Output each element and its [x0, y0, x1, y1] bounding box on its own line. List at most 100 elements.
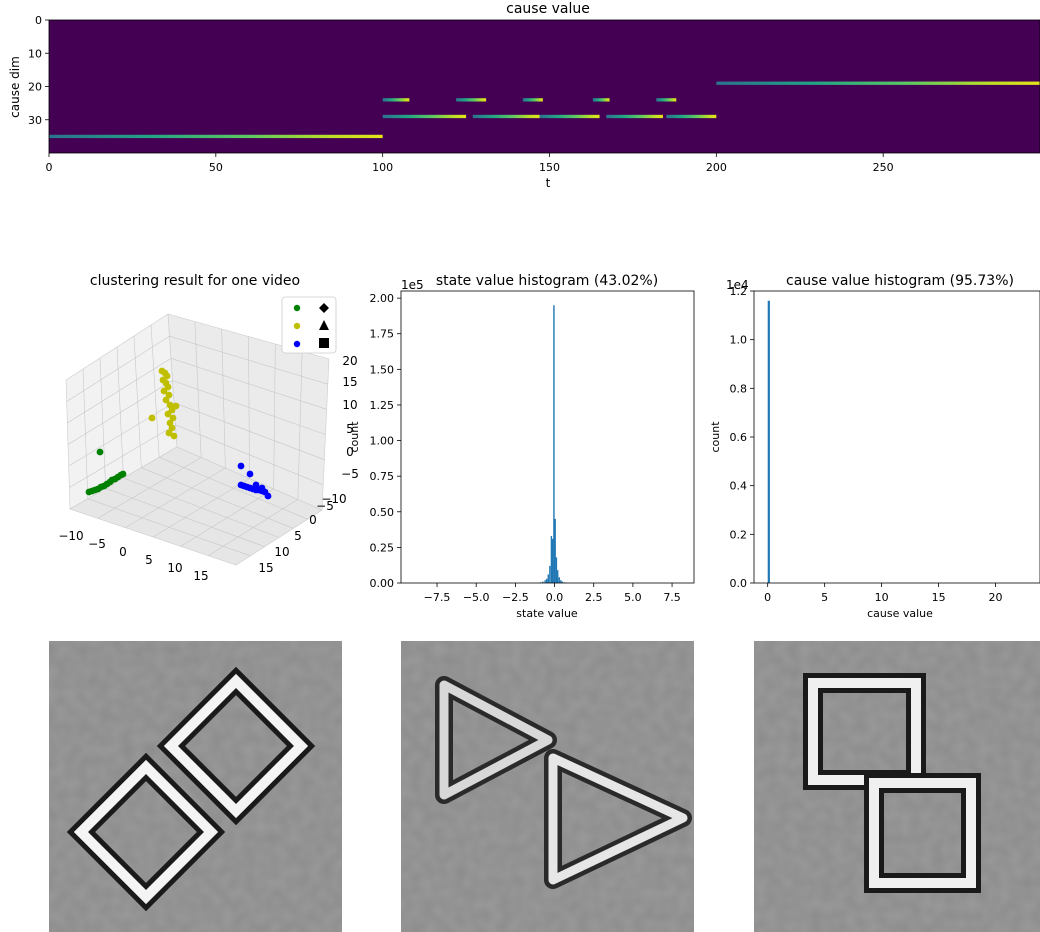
legend-diamond-marker — [319, 303, 329, 313]
heatmap-cell-7 — [472, 114, 540, 119]
scatter-point — [246, 470, 254, 478]
histogram-bar — [553, 305, 555, 583]
ytick-label: 1.2 — [730, 285, 748, 298]
scatter-xtick-label: 15 — [193, 569, 208, 583]
ytick-label: 0.25 — [370, 541, 395, 554]
scatter-point — [164, 410, 172, 418]
xtick-label: 5 — [821, 591, 828, 604]
heatmap-cell-11 — [716, 81, 1040, 85]
xtick-label: −7.5 — [424, 591, 451, 604]
heatmap-cell-0 — [49, 134, 383, 139]
ytick-label: 0.50 — [370, 506, 395, 519]
two-squares-image — [754, 641, 1040, 932]
scatter-ytick-label: 10 — [274, 545, 289, 559]
heatmap-cell-5 — [656, 98, 677, 102]
scatter-point — [160, 387, 168, 395]
scatter-ztick-label: 5 — [346, 422, 354, 436]
state-hist-title: state value histogram (43.02%) — [436, 273, 658, 289]
two-diamonds-image — [49, 641, 342, 932]
cause-hist-title: cause value histogram (95.73%) — [786, 273, 1014, 289]
heatmap-cell-6 — [382, 114, 467, 119]
scatter-xtick-label: 0 — [119, 545, 127, 559]
scatter-point — [264, 492, 272, 500]
legend-green-dot — [293, 304, 301, 312]
ytick-label: 0.75 — [370, 470, 395, 483]
xtick-label: 7.5 — [663, 591, 681, 604]
histogram-bar — [542, 581, 544, 583]
cause-hist-ylabel: count — [709, 421, 722, 453]
histogram-bar — [549, 565, 551, 583]
histogram-bar — [551, 538, 554, 583]
ytick-label: 0.4 — [730, 480, 748, 493]
xtick-label: 0.0 — [546, 591, 564, 604]
heatmap-cell-3 — [522, 98, 543, 102]
cause-hist-frame — [753, 290, 1040, 584]
scatter-point — [168, 424, 176, 432]
heatmap-cell-1 — [382, 98, 410, 102]
heatmap-xtick-label: 150 — [539, 161, 560, 174]
scatter-ytick-label: 0 — [309, 513, 317, 527]
scatter-point — [119, 470, 127, 478]
legend-triangle-marker — [319, 320, 329, 330]
xtick-label: −2.5 — [502, 591, 529, 604]
ytick-label: 1.25 — [370, 399, 395, 412]
grid-line — [208, 499, 298, 556]
xtick-label: 10 — [875, 591, 889, 604]
scatter-xtick-label: 10 — [167, 561, 182, 575]
scatter-ztick-label: −5 — [341, 467, 359, 481]
heatmap-ytick-label: 20 — [28, 81, 42, 94]
scatter-xtick-label: 5 — [145, 553, 153, 567]
heatmap-ytick-label: 30 — [28, 114, 42, 127]
state-histogram: state value histogram (43.02%) 1e5 −7.5−… — [348, 273, 695, 620]
histogram-bar — [544, 580, 546, 583]
histogram-bar — [546, 578, 548, 583]
state-hist-scale: 1e5 — [401, 278, 424, 292]
scatter-ytick-label: 5 — [294, 529, 302, 543]
histogram-bar — [767, 300, 770, 583]
heatmap-xtick-label: 100 — [372, 161, 393, 174]
two-triangles-image — [401, 641, 694, 932]
scatter-point — [162, 396, 170, 404]
xtick-label: −5.0 — [463, 591, 490, 604]
scatter-point — [169, 414, 177, 422]
scatter-ytick-label: −5 — [316, 499, 334, 513]
xtick-label: 20 — [989, 591, 1003, 604]
heatmap-cell-10 — [666, 114, 717, 119]
histogram-bar — [560, 580, 562, 583]
scatter-point — [252, 481, 260, 489]
ytick-label: 0.0 — [730, 577, 748, 590]
histogram-bar — [556, 570, 559, 583]
legend-yellow-dot — [293, 322, 301, 330]
grid-line — [175, 424, 324, 486]
histogram-bar — [547, 574, 549, 583]
histogram-bar — [555, 557, 558, 583]
xtick-label: 5.0 — [624, 591, 642, 604]
cause-histogram: cause value histogram (95.73%) 1e4 0 5 10 1… — [709, 273, 1040, 620]
heatmap-title: cause value — [506, 1, 590, 17]
cause-hist-scale: 1e4 — [726, 278, 749, 292]
heatmap-cell-4 — [592, 98, 610, 102]
scatter-ytick-label: 15 — [258, 561, 273, 575]
scatter-point — [258, 484, 266, 492]
scatter-point — [165, 391, 173, 399]
ytick-label: 1.50 — [370, 363, 395, 376]
grid-line — [69, 424, 176, 488]
scatter-point — [96, 448, 104, 456]
ytick-label: 0.2 — [730, 528, 748, 541]
heatmap-xlabel: t — [546, 176, 551, 190]
histogram-bar — [550, 535, 553, 583]
scatter-ztick-label: 15 — [342, 375, 357, 389]
legend-square-marker — [319, 338, 329, 348]
heatmap-ytick-label: 10 — [28, 47, 42, 60]
heatmap-background — [49, 20, 1040, 153]
scatter-legend — [281, 296, 337, 354]
state-hist-ylabel: count — [348, 421, 361, 453]
ytick-label: 1.00 — [370, 435, 395, 448]
xtick-label: 15 — [932, 591, 946, 604]
heatmap-cell-2 — [456, 98, 487, 102]
clustering-3d-plot: clustering result for one video −10−5051… — [58, 273, 359, 583]
state-hist-xlabel: state value — [516, 607, 578, 620]
ytick-label: 2.00 — [370, 292, 395, 305]
heatmap-xtick-label: 250 — [873, 161, 894, 174]
